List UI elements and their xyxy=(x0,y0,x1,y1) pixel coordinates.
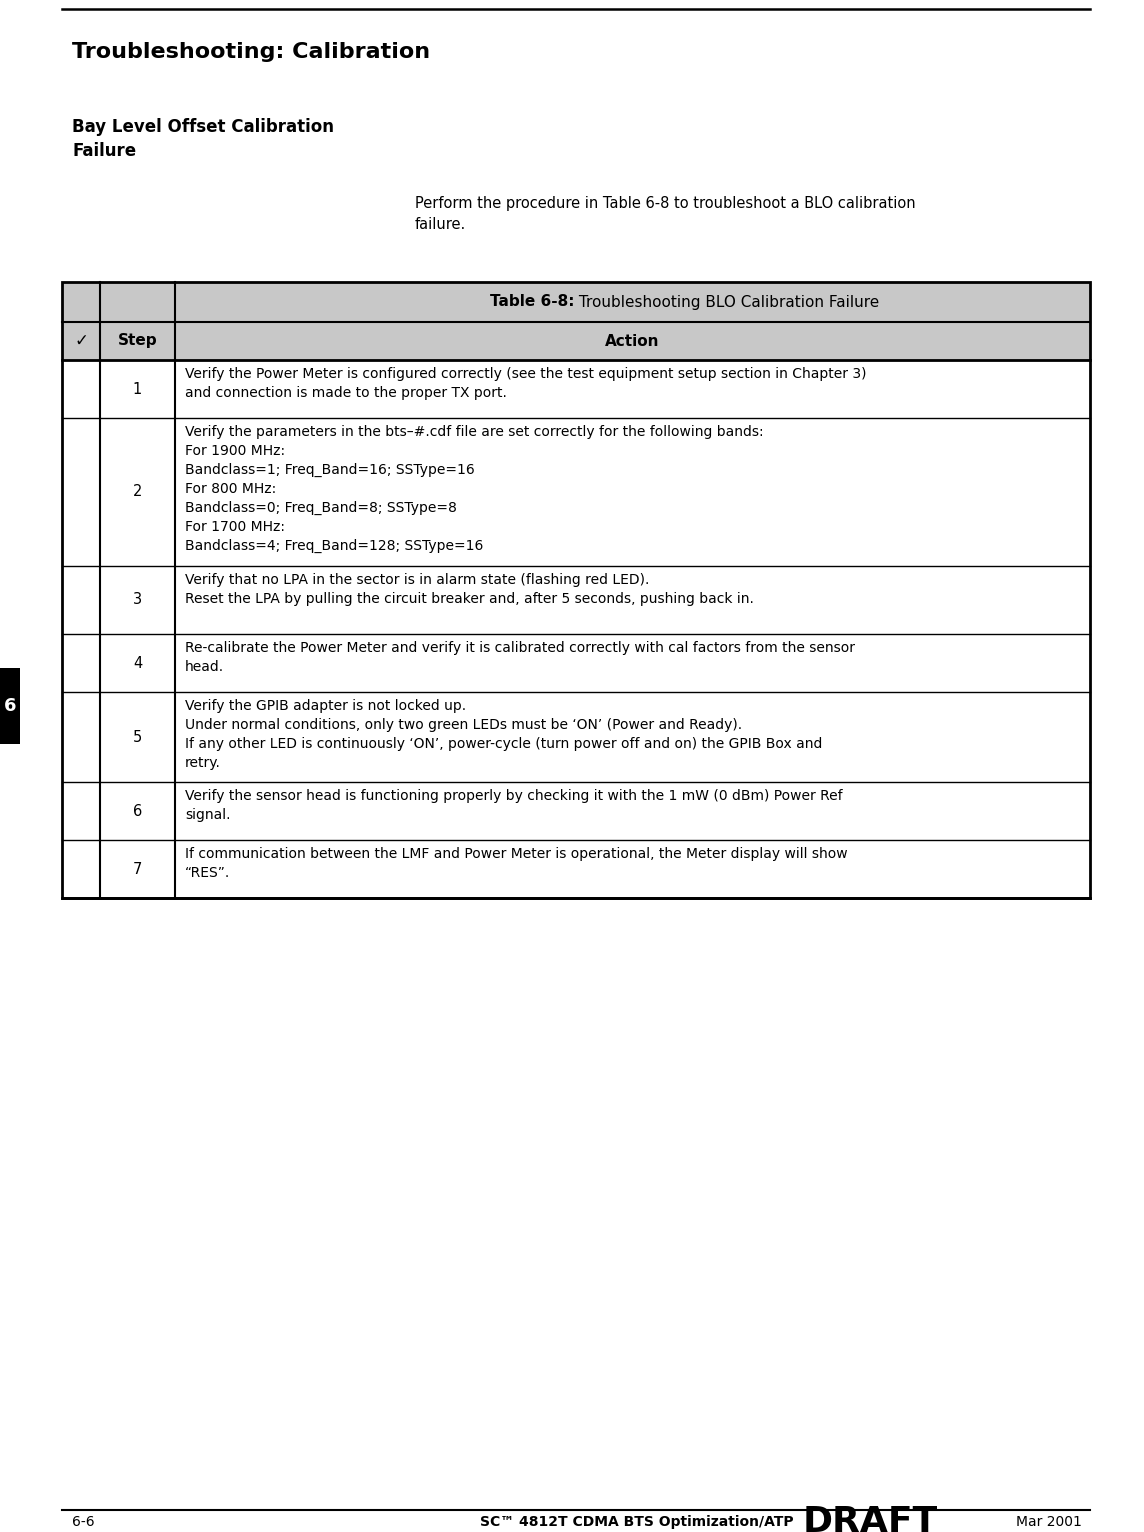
Text: 6: 6 xyxy=(133,803,142,818)
Text: ✓: ✓ xyxy=(74,332,88,349)
Text: 1: 1 xyxy=(133,381,142,397)
Text: 4: 4 xyxy=(133,656,142,671)
Text: 7: 7 xyxy=(133,861,142,876)
Text: If communication between the LMF and Power Meter is operational, the Meter displ: If communication between the LMF and Pow… xyxy=(185,847,848,879)
Text: 6-6: 6-6 xyxy=(72,1515,95,1529)
Text: Verify the sensor head is functioning properly by checking it with the 1 mW (0 d: Verify the sensor head is functioning pr… xyxy=(185,789,843,823)
Text: Bay Level Offset Calibration: Bay Level Offset Calibration xyxy=(72,118,334,136)
Text: 3: 3 xyxy=(133,593,142,608)
Text: Failure: Failure xyxy=(72,142,136,159)
Text: 6: 6 xyxy=(3,697,16,715)
Text: Step: Step xyxy=(118,334,158,348)
Text: Verify the GPIB adapter is not locked up.
Under normal conditions, only two gree: Verify the GPIB adapter is not locked up… xyxy=(185,699,823,771)
Text: 5: 5 xyxy=(133,729,142,745)
Bar xyxy=(62,322,1090,360)
Text: Verify the parameters in the bts–#.cdf file are set correctly for the following : Verify the parameters in the bts–#.cdf f… xyxy=(185,424,764,553)
Bar xyxy=(0,668,19,745)
Bar xyxy=(62,282,1090,898)
Text: SC™ 4812T CDMA BTS Optimization/ATP: SC™ 4812T CDMA BTS Optimization/ATP xyxy=(480,1515,794,1529)
Text: DRAFT: DRAFT xyxy=(802,1504,938,1532)
Text: Troubleshooting: Calibration: Troubleshooting: Calibration xyxy=(72,41,430,61)
Bar xyxy=(62,282,1090,322)
Text: 2: 2 xyxy=(133,484,142,499)
Text: Action: Action xyxy=(605,334,660,348)
Text: Troubleshooting BLO Calibration Failure: Troubleshooting BLO Calibration Failure xyxy=(574,294,880,309)
Text: Mar 2001: Mar 2001 xyxy=(1016,1515,1082,1529)
Text: Perform the procedure in Table 6-8 to troubleshoot a BLO calibration
failure.: Perform the procedure in Table 6-8 to tr… xyxy=(415,196,915,231)
Text: Verify the Power Meter is configured correctly (see the test equipment setup sec: Verify the Power Meter is configured cor… xyxy=(185,368,866,400)
Text: Re-calibrate the Power Meter and verify it is calibrated correctly with cal fact: Re-calibrate the Power Meter and verify … xyxy=(185,640,855,674)
Text: Table 6-8:: Table 6-8: xyxy=(490,294,574,309)
Text: Verify that no LPA in the sector is in alarm state (flashing red LED).
Reset the: Verify that no LPA in the sector is in a… xyxy=(185,573,754,607)
